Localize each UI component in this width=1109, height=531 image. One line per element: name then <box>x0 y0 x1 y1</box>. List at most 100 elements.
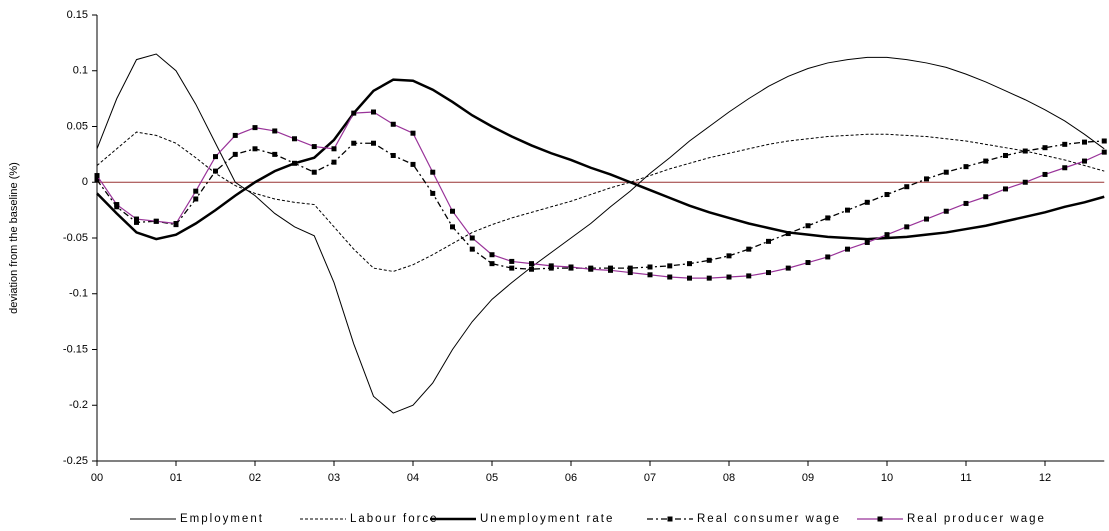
marker <box>983 158 989 164</box>
marker <box>430 169 436 175</box>
marker <box>943 169 949 175</box>
marker <box>864 239 870 245</box>
marker <box>252 125 258 131</box>
marker <box>983 194 989 200</box>
y-axis-label: deviation from the baseline (%) <box>8 162 20 314</box>
legend-label: Unemployment rate <box>480 513 614 525</box>
y-tick-label: -0.2 <box>69 399 88 411</box>
marker <box>213 168 218 174</box>
marker <box>272 128 278 134</box>
marker <box>469 235 475 241</box>
marker <box>904 224 910 230</box>
marker <box>667 274 673 280</box>
marker <box>924 176 929 182</box>
marker <box>608 267 613 273</box>
marker <box>924 216 929 222</box>
marker <box>311 144 317 150</box>
marker <box>371 109 376 115</box>
marker <box>94 177 100 183</box>
marker <box>410 161 416 167</box>
x-tick-label: 01 <box>170 472 182 484</box>
marker <box>134 219 139 225</box>
marker <box>825 254 831 260</box>
marker <box>1022 148 1028 154</box>
y-tick-label: 0.1 <box>73 65 88 77</box>
marker <box>489 261 495 267</box>
marker <box>292 136 297 142</box>
marker <box>292 160 297 166</box>
marker <box>706 275 712 281</box>
marker <box>647 264 653 270</box>
marker <box>529 261 534 267</box>
marker <box>450 208 455 214</box>
marker <box>963 200 969 206</box>
marker <box>904 184 910 190</box>
x-tick-label: 09 <box>802 472 814 484</box>
marker <box>785 265 791 271</box>
marker <box>193 196 199 202</box>
marker <box>845 207 850 213</box>
marker <box>1062 141 1068 147</box>
marker <box>351 110 357 116</box>
marker <box>509 258 515 264</box>
marker <box>805 260 811 266</box>
marker <box>746 246 752 252</box>
series-line <box>96 140 1105 270</box>
legend-marker <box>877 516 883 522</box>
marker <box>469 246 475 252</box>
marker <box>232 132 238 138</box>
marker <box>726 253 732 259</box>
marker <box>509 265 515 271</box>
marker <box>193 188 199 194</box>
marker <box>943 208 949 214</box>
marker <box>311 169 317 175</box>
marker <box>766 238 771 244</box>
x-tick-label: 08 <box>723 472 735 484</box>
marker <box>1101 149 1107 155</box>
x-tick-label: 04 <box>407 472 419 484</box>
marker <box>805 223 811 229</box>
marker <box>963 164 969 170</box>
marker <box>627 265 633 271</box>
marker <box>1042 171 1048 177</box>
x-tick-label: 05 <box>486 472 498 484</box>
marker <box>1062 165 1068 171</box>
x-tick-label: 07 <box>644 472 656 484</box>
marker <box>1101 138 1107 144</box>
marker <box>410 130 416 136</box>
marker <box>627 270 633 276</box>
y-tick-label: -0.15 <box>63 343 88 355</box>
y-tick-label: 0 <box>82 176 88 188</box>
legend-marker <box>667 516 673 522</box>
series-line <box>96 131 1105 272</box>
marker <box>845 246 850 252</box>
series-line <box>96 111 1105 279</box>
y-tick-label: -0.1 <box>69 288 88 300</box>
marker <box>1022 179 1028 185</box>
marker <box>785 231 791 237</box>
legend-label: Real consumer wage <box>697 513 841 525</box>
marker <box>1003 152 1008 158</box>
marker <box>173 221 179 227</box>
marker <box>390 121 396 127</box>
marker <box>746 273 752 279</box>
marker <box>232 151 238 157</box>
marker <box>1003 186 1008 192</box>
marker <box>766 270 771 276</box>
y-tick-label: -0.25 <box>63 455 88 467</box>
marker <box>371 140 376 146</box>
marker <box>1082 158 1087 164</box>
marker <box>548 263 554 269</box>
marker <box>588 266 594 272</box>
marker <box>1042 145 1048 151</box>
marker <box>351 140 357 146</box>
marker <box>153 218 159 224</box>
marker <box>706 257 712 263</box>
marker <box>489 252 495 258</box>
marker <box>213 154 218 160</box>
marker <box>687 261 692 267</box>
y-tick-label: 0.15 <box>67 9 88 21</box>
y-tick-label: 0.05 <box>67 120 88 132</box>
marker <box>390 152 396 158</box>
